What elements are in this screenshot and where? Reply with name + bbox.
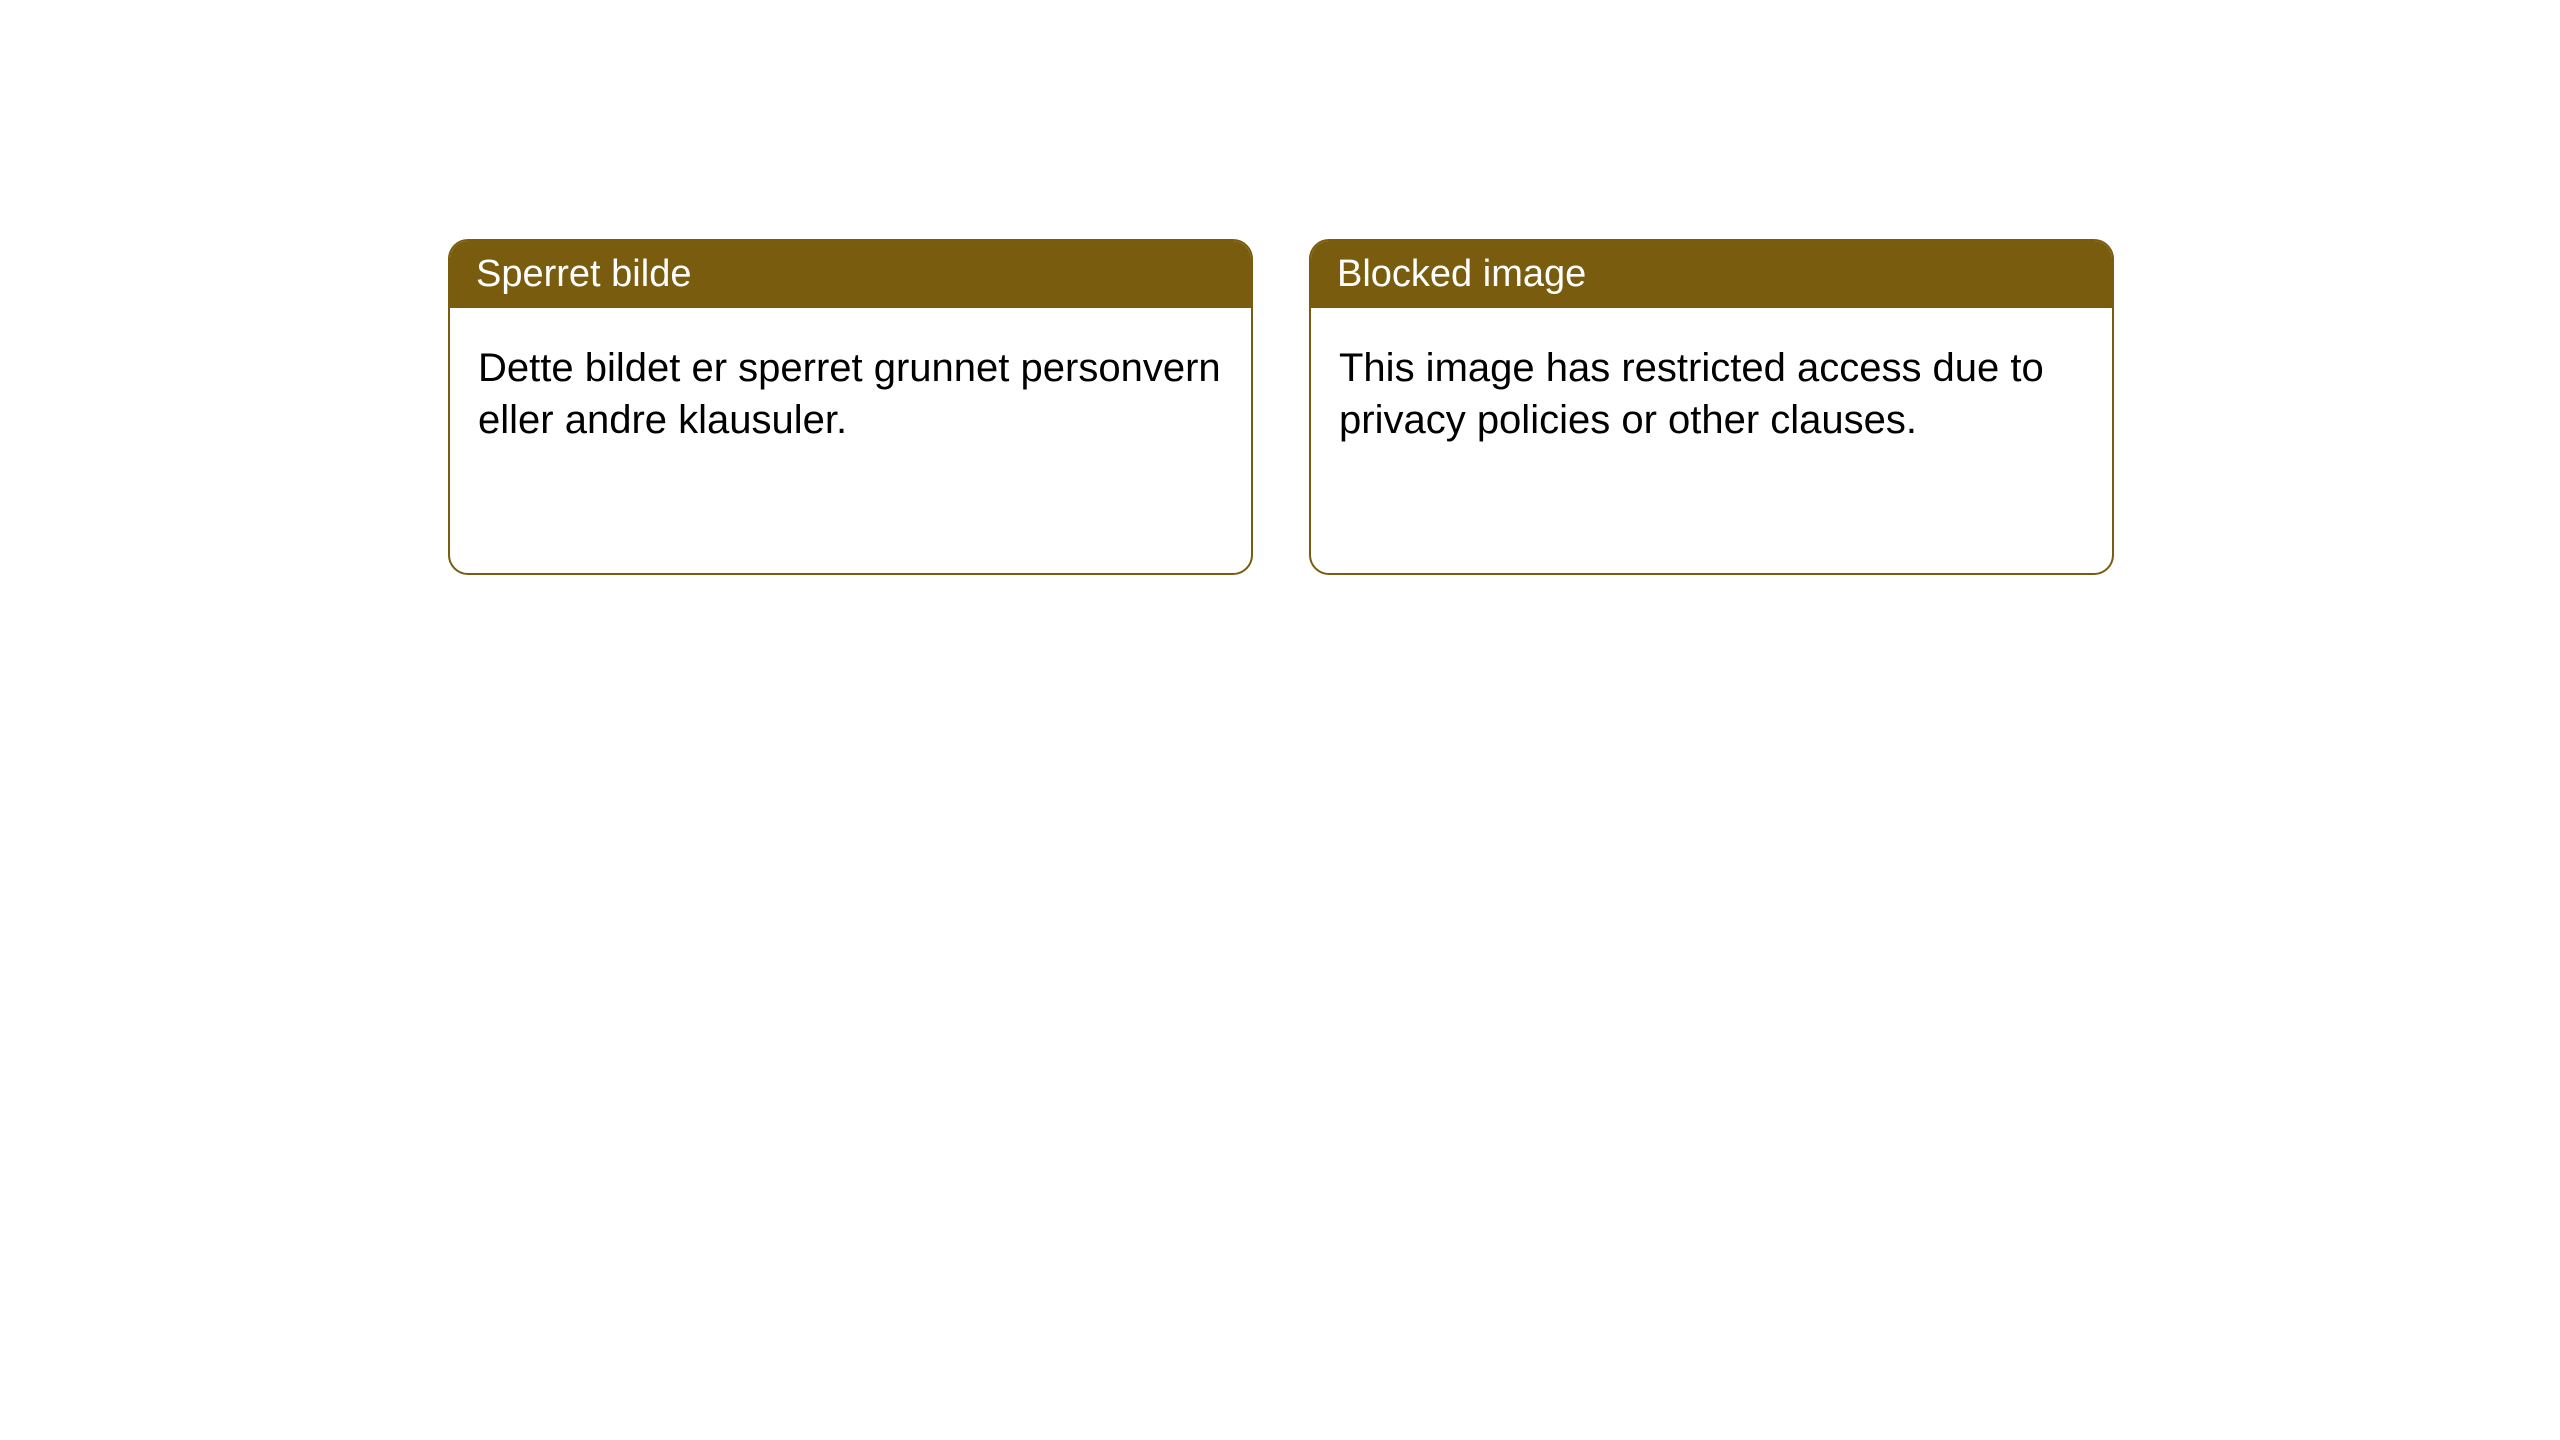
card-header-no: Sperret bilde	[450, 241, 1251, 308]
card-body-text-en: This image has restricted access due to …	[1339, 346, 2044, 442]
card-body-en: This image has restricted access due to …	[1311, 308, 2112, 480]
card-body-no: Dette bildet er sperret grunnet personve…	[450, 308, 1251, 480]
notice-cards-container: Sperret bilde Dette bildet er sperret gr…	[448, 239, 2114, 575]
blocked-image-card-en: Blocked image This image has restricted …	[1309, 239, 2114, 575]
blocked-image-card-no: Sperret bilde Dette bildet er sperret gr…	[448, 239, 1253, 575]
card-body-text-no: Dette bildet er sperret grunnet personve…	[478, 346, 1221, 442]
card-title-en: Blocked image	[1337, 253, 1586, 295]
card-header-en: Blocked image	[1311, 241, 2112, 308]
card-title-no: Sperret bilde	[476, 253, 691, 295]
